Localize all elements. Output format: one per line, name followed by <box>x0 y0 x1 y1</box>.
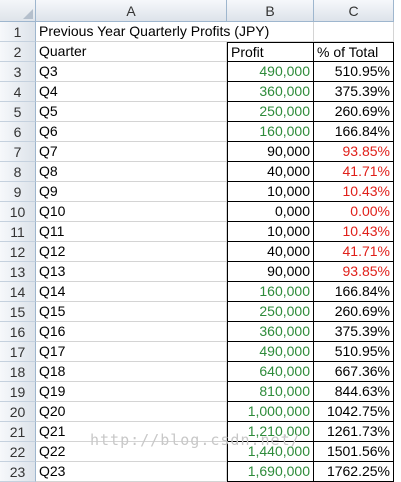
row-header[interactable]: 3 <box>0 62 36 82</box>
percent-cell[interactable]: 1261.73% <box>313 422 394 442</box>
row-header[interactable]: 14 <box>0 282 36 302</box>
empty-cell[interactable] <box>314 22 394 42</box>
row-header[interactable]: 6 <box>0 122 36 142</box>
percent-cell[interactable]: 1501.56% <box>313 442 394 462</box>
profit-cell[interactable]: 640,000 <box>227 362 314 382</box>
profit-cell[interactable]: 810,000 <box>227 382 314 402</box>
percent-cell[interactable]: 1042.75% <box>313 402 394 422</box>
profit-cell[interactable]: 160,000 <box>227 282 314 302</box>
percent-cell[interactable]: 510.95% <box>313 62 394 82</box>
percent-cell[interactable]: 1762.25% <box>313 462 394 482</box>
row-header[interactable]: 10 <box>0 202 36 222</box>
percent-cell[interactable]: 41.71% <box>313 242 394 262</box>
percent-cell[interactable]: 510.95% <box>313 342 394 362</box>
percent-cell[interactable]: 260.69% <box>313 102 394 122</box>
quarter-cell[interactable]: Q4 <box>36 82 227 102</box>
profit-cell[interactable]: 1,440,000 <box>227 442 314 462</box>
percent-cell[interactable]: 41.71% <box>313 162 394 182</box>
profit-cell[interactable]: 160,000 <box>227 122 314 142</box>
profit-cell[interactable]: 90,000 <box>227 142 314 162</box>
quarter-cell[interactable]: Q11 <box>36 222 227 242</box>
quarter-cell[interactable]: Q15 <box>36 302 227 322</box>
profit-cell[interactable]: 250,000 <box>227 302 314 322</box>
profit-cell[interactable]: 490,000 <box>227 62 314 82</box>
column-header-c[interactable]: C <box>314 0 394 22</box>
quarter-cell[interactable]: Q17 <box>36 342 227 362</box>
quarter-cell[interactable]: Q13 <box>36 262 227 282</box>
profit-cell[interactable]: 40,000 <box>227 162 314 182</box>
quarter-cell[interactable]: Q16 <box>36 322 227 342</box>
row-header[interactable]: 16 <box>0 322 36 342</box>
quarter-cell[interactable]: Q6 <box>36 122 227 142</box>
row-header[interactable]: 1 <box>0 22 36 42</box>
percent-cell[interactable]: 166.84% <box>313 122 394 142</box>
quarter-cell[interactable]: Q3 <box>36 62 227 82</box>
profit-cell[interactable]: 250,000 <box>227 102 314 122</box>
percent-cell[interactable]: 844.63% <box>313 382 394 402</box>
percent-cell[interactable]: 93.85% <box>313 262 394 282</box>
row-header[interactable]: 2 <box>0 42 36 62</box>
row-header[interactable]: 22 <box>0 442 36 462</box>
quarter-cell[interactable]: Q22 <box>36 442 227 462</box>
profit-cell[interactable]: 490,000 <box>227 342 314 362</box>
row-header[interactable]: 17 <box>0 342 36 362</box>
row-header[interactable]: 18 <box>0 362 36 382</box>
quarter-cell[interactable]: Q10 <box>36 202 227 222</box>
row-header[interactable]: 23 <box>0 462 36 482</box>
quarter-cell[interactable]: Q5 <box>36 102 227 122</box>
quarter-cell[interactable]: Q14 <box>36 282 227 302</box>
percent-header-cell[interactable]: % of Total <box>313 42 394 62</box>
profit-cell[interactable]: 360,000 <box>227 82 314 102</box>
percent-cell[interactable]: 0.00% <box>313 202 394 222</box>
profit-cell[interactable]: 360,000 <box>227 322 314 342</box>
quarter-cell[interactable]: Q23 <box>36 462 227 482</box>
profit-cell[interactable]: 10,000 <box>227 182 314 202</box>
row-header[interactable]: 7 <box>0 142 36 162</box>
quarter-cell[interactable]: Q8 <box>36 162 227 182</box>
row-header[interactable]: 19 <box>0 382 36 402</box>
percent-cell[interactable]: 375.39% <box>313 82 394 102</box>
quarter-cell[interactable]: Q7 <box>36 142 227 162</box>
percent-cell[interactable]: 10.43% <box>313 222 394 242</box>
quarter-cell[interactable]: Q9 <box>36 182 227 202</box>
row-header[interactable]: 4 <box>0 82 36 102</box>
row-header[interactable]: 8 <box>0 162 36 182</box>
quarter-cell[interactable]: Q12 <box>36 242 227 262</box>
row-header[interactable]: 9 <box>0 182 36 202</box>
row-header[interactable]: 5 <box>0 102 36 122</box>
percent-cell[interactable]: 375.39% <box>313 322 394 342</box>
sheet-title-cell[interactable]: Previous Year Quarterly Profits (JPY) <box>36 22 269 42</box>
quarter-header-cell[interactable]: Quarter <box>36 42 227 62</box>
select-all-corner[interactable] <box>0 0 36 22</box>
percent-cell[interactable]: 166.84% <box>313 282 394 302</box>
quarter-cell[interactable]: Q19 <box>36 382 227 402</box>
profit-header-cell[interactable]: Profit <box>227 42 314 62</box>
quarter-cell[interactable]: Q21 <box>36 422 227 442</box>
percent-cell[interactable]: 260.69% <box>313 302 394 322</box>
profit-cell[interactable]: 90,000 <box>227 262 314 282</box>
profit-cell[interactable]: 40,000 <box>227 242 314 262</box>
row-header[interactable]: 21 <box>0 422 36 442</box>
quarter-cell[interactable]: Q20 <box>36 402 227 422</box>
profit-cell[interactable]: 1,000,000 <box>227 402 314 422</box>
profit-cell[interactable]: 0,000 <box>227 202 314 222</box>
profit-cell[interactable]: 1,690,000 <box>227 462 314 482</box>
row-header[interactable]: 12 <box>0 242 36 262</box>
profit-cell[interactable]: 10,000 <box>227 222 314 242</box>
percent-cell[interactable]: 667.36% <box>313 362 394 382</box>
percent-cell[interactable]: 10.43% <box>313 182 394 202</box>
quarter-cell[interactable]: Q18 <box>36 362 227 382</box>
row-header[interactable]: 13 <box>0 262 36 282</box>
column-header-b[interactable]: B <box>227 0 314 22</box>
row-header[interactable]: 11 <box>0 222 36 242</box>
row-header[interactable]: 20 <box>0 402 36 422</box>
column-header-a[interactable]: A <box>36 0 227 22</box>
percent-cell[interactable]: 93.85% <box>313 142 394 162</box>
profit-cell[interactable]: 1,210,000 <box>227 422 314 442</box>
empty-cell[interactable] <box>227 22 314 42</box>
row-header[interactable]: 15 <box>0 302 36 322</box>
